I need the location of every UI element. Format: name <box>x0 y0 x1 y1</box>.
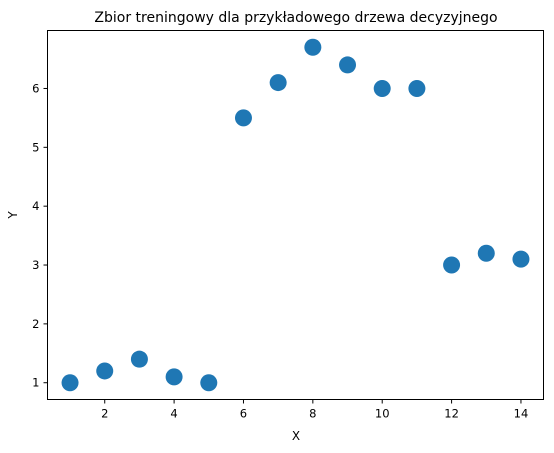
data-point <box>61 374 79 392</box>
x-tick-label: 14 <box>514 407 529 421</box>
plot-frame <box>47 30 544 400</box>
data-point <box>200 374 218 392</box>
y-tick-label: 3 <box>32 258 39 272</box>
y-axis: 1 2 3 4 5 6 <box>32 81 48 390</box>
x-axis: 2 4 6 8 10 12 14 <box>101 399 529 421</box>
data-point <box>234 109 252 127</box>
x-tick-label: 12 <box>444 407 459 421</box>
data-point <box>512 250 530 268</box>
y-tick-label: 1 <box>32 376 39 390</box>
data-point <box>304 38 322 56</box>
data-point <box>373 79 391 97</box>
x-axis-label: X <box>292 429 300 443</box>
y-axis-label: Y <box>6 211 20 220</box>
data-point <box>96 362 114 380</box>
data-point <box>477 244 495 262</box>
data-point <box>165 368 183 386</box>
y-tick-label: 5 <box>32 140 39 154</box>
data-point <box>339 56 357 74</box>
y-tick-label: 6 <box>32 81 39 95</box>
data-points <box>61 38 530 392</box>
x-tick-label: 2 <box>101 407 108 421</box>
y-tick-label: 2 <box>32 317 39 331</box>
y-tick-label: 4 <box>32 199 39 213</box>
data-point <box>130 350 148 368</box>
data-point <box>443 256 461 274</box>
data-point <box>269 74 287 92</box>
x-tick-label: 6 <box>240 407 247 421</box>
x-tick-label: 10 <box>375 407 390 421</box>
x-tick-label: 8 <box>309 407 316 421</box>
data-point <box>408 79 426 97</box>
x-tick-label: 4 <box>170 407 177 421</box>
chart-title: Zbior treningowy dla przykładowego drzew… <box>94 10 497 26</box>
